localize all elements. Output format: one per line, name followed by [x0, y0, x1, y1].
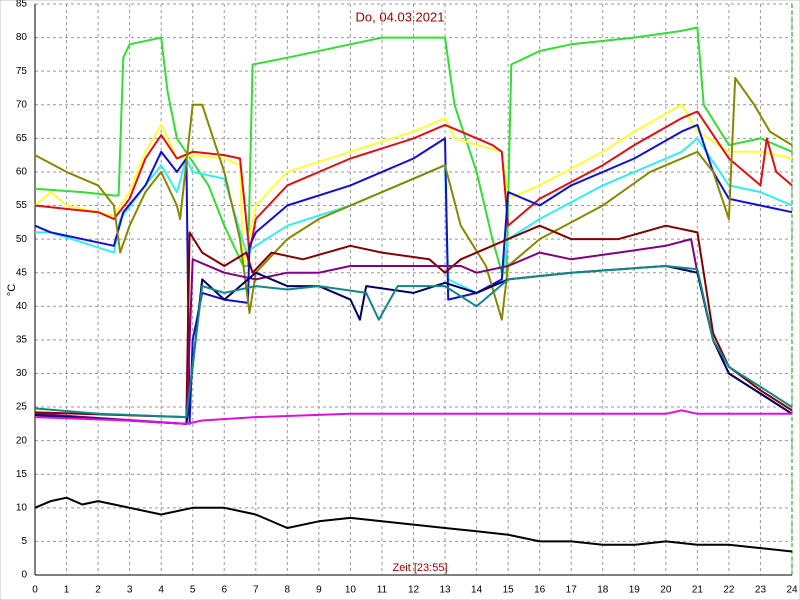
x-tick-label: 17	[566, 585, 578, 596]
x-tick-label: 8	[285, 585, 291, 596]
y-tick-label: 45	[16, 267, 28, 278]
x-tick-label: 2	[95, 585, 101, 596]
y-tick-label: 10	[16, 502, 28, 513]
y-tick-label: 40	[16, 301, 28, 312]
y-tick-label: 85	[16, 0, 28, 10]
y-tick-label: 80	[16, 32, 28, 43]
series-line	[34, 224, 793, 419]
series-line	[34, 123, 793, 425]
y-tick-label: 30	[16, 368, 28, 379]
x-tick-label: 10	[345, 585, 357, 596]
x-tick-label: 12	[408, 585, 420, 596]
x-tick-label: 20	[660, 585, 672, 596]
series-line	[34, 76, 793, 321]
series-line	[34, 26, 793, 274]
x-tick-label: 21	[692, 585, 704, 596]
x-tick-label: 19	[629, 585, 641, 596]
x-tick-label: 13	[439, 585, 451, 596]
x-tick-label: 5	[190, 585, 196, 596]
x-tick-label: 23	[755, 585, 767, 596]
x-tick-label: 0	[32, 585, 38, 596]
y-tick-label: 25	[16, 402, 28, 413]
y-tick-label: 50	[16, 234, 28, 245]
series-line	[34, 496, 793, 553]
y-axis-label: °C	[6, 284, 18, 296]
x-tick-label: 4	[158, 585, 164, 596]
y-tick-label: 60	[16, 167, 28, 178]
x-tick-label: 3	[127, 585, 133, 596]
y-tick-label: 65	[16, 133, 28, 144]
y-tick-label: 55	[16, 200, 28, 211]
y-tick-label: 20	[16, 435, 28, 446]
x-tick-label: 16	[534, 585, 546, 596]
x-tick-label: 6	[221, 585, 227, 596]
x-tick-label: 15	[503, 585, 515, 596]
x-tick-label: 18	[597, 585, 609, 596]
y-tick-label: 15	[16, 469, 28, 480]
y-tick-label: 75	[16, 66, 28, 77]
series-line	[34, 110, 793, 254]
y-tick-label: 0	[21, 570, 27, 581]
x-tick-label: 24	[786, 585, 798, 596]
x-tick-label: 9	[316, 585, 322, 596]
x-tick-label: 22	[723, 585, 735, 596]
x-axis-label: Zeit [23:55]	[392, 562, 447, 574]
y-tick-label: 35	[16, 335, 28, 346]
y-tick-label: 70	[16, 99, 28, 110]
x-tick-label: 14	[471, 585, 483, 596]
series-line	[34, 103, 793, 267]
x-tick-label: 1	[64, 585, 70, 596]
chart-title: Do, 04.03.2021	[356, 9, 445, 24]
series-line	[34, 265, 793, 419]
x-tick-label: 7	[253, 585, 259, 596]
y-tick-label: 5	[21, 536, 27, 547]
x-tick-label: 11	[377, 585, 388, 596]
series-line	[34, 409, 792, 425]
